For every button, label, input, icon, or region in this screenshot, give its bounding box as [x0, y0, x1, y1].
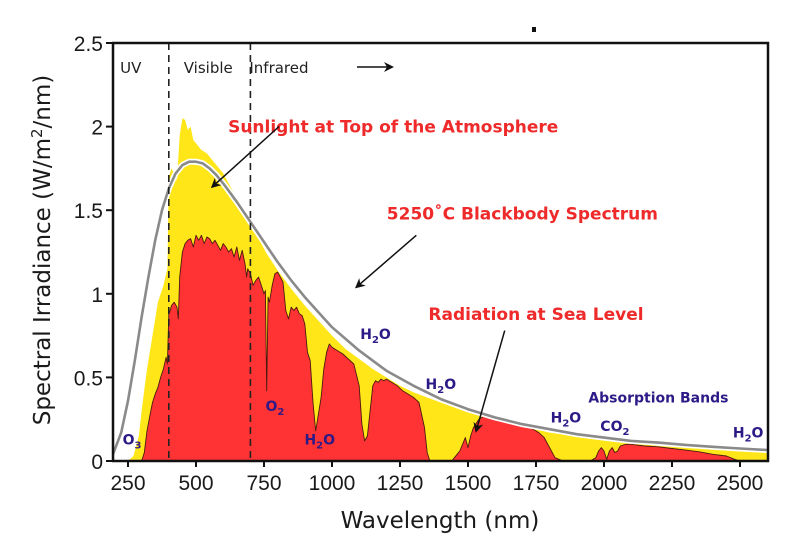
plot-frame: [111, 41, 770, 463]
x-tick-label: 2000: [581, 472, 628, 495]
y-tick-label: 1.5: [74, 200, 103, 223]
absorber-label: H2O: [426, 377, 457, 396]
series-blackbody-line: [113, 160, 768, 455]
region-label-uv: UV: [120, 59, 142, 77]
absorber-label: H2O: [360, 327, 391, 346]
y-tick-label: 0.5: [74, 367, 103, 390]
series-sea-level-area: [141, 234, 741, 461]
absorber-label: H2O: [304, 432, 335, 451]
x-tick-label: 1750: [513, 472, 560, 495]
x-axis-title: Wavelength (nm): [341, 508, 540, 534]
absorber-label: H2O: [733, 426, 764, 445]
y-tick-label: 0: [91, 451, 103, 474]
annotation-arrow-blackbody: [354, 234, 417, 289]
y-tick-label: 2.5: [74, 33, 103, 56]
annotation-arrow-sealevel: [473, 330, 506, 433]
absorption-bands-label: Absorption Bands: [588, 390, 728, 406]
x-tick-label: 750: [246, 472, 281, 495]
annotation-toa: Sunlight at Top of the Atmosphere: [228, 118, 558, 138]
stray-mark: [532, 27, 536, 32]
region-label-infrared: Infrared: [249, 59, 308, 77]
x-tick-label: 1250: [377, 472, 424, 495]
x-tick-label: 2250: [649, 472, 696, 495]
annotation-sealevel: Radiation at Sea Level: [428, 305, 643, 325]
absorber-label: CO2: [600, 419, 629, 438]
absorber-label: O2: [265, 399, 284, 418]
x-tick-label: 1500: [445, 472, 492, 495]
absorber-label: O3: [123, 432, 142, 451]
annotation-blackbody: 5250˚C Blackbody Spectrum: [387, 203, 658, 225]
y-tick-label: 2: [91, 117, 103, 140]
absorber-label: H2O: [551, 411, 582, 430]
x-tick-label: 250: [110, 472, 145, 495]
y-tick-label: 1: [91, 284, 103, 307]
x-tick-label: 500: [178, 472, 213, 495]
x-tick-label: 2500: [717, 472, 764, 495]
x-tick-label: 1000: [309, 472, 356, 495]
region-label-visible: Visible: [184, 59, 233, 77]
annotation-arrow-toa: [210, 126, 280, 189]
y-axis-title: Spectral Irradiance (W/m2/nm): [28, 75, 56, 426]
